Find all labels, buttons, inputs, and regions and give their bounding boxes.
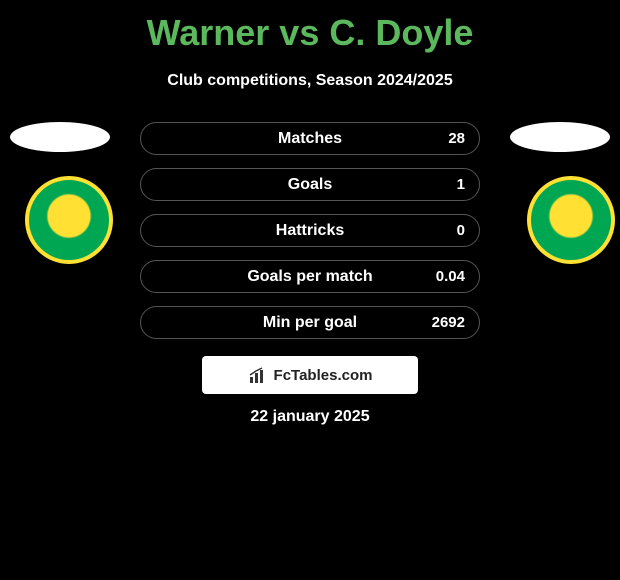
stat-value-right: 0 <box>457 222 465 239</box>
stat-value-right: 2692 <box>432 314 465 331</box>
club-crest-right <box>527 176 615 264</box>
stats-table: Matches 28 Goals 1 Hattricks 0 Goals per… <box>140 122 480 352</box>
stat-row: Goals 1 <box>140 168 480 201</box>
stat-value-right: 28 <box>448 130 465 147</box>
stat-value-right: 1 <box>457 176 465 193</box>
comparison-title: Warner vs C. Doyle <box>0 0 620 54</box>
stat-row: Matches 28 <box>140 122 480 155</box>
player-avatar-right <box>510 122 610 152</box>
stat-row: Goals per match 0.04 <box>140 260 480 293</box>
stat-value-right: 0.04 <box>436 268 465 285</box>
stat-row: Min per goal 2692 <box>140 306 480 339</box>
player-avatar-left <box>10 122 110 152</box>
comparison-subtitle: Club competitions, Season 2024/2025 <box>0 72 620 90</box>
watermark-text: FcTables.com <box>274 367 373 384</box>
stat-label: Goals <box>288 176 332 194</box>
stat-label: Hattricks <box>276 222 344 240</box>
stat-label: Matches <box>278 130 342 148</box>
stat-label: Goals per match <box>247 268 372 286</box>
chart-icon <box>248 367 268 383</box>
stat-label: Min per goal <box>263 314 357 332</box>
club-crest-left <box>25 176 113 264</box>
stat-row: Hattricks 0 <box>140 214 480 247</box>
comparison-date: 22 january 2025 <box>250 408 369 426</box>
watermark-badge: FcTables.com <box>202 356 418 394</box>
